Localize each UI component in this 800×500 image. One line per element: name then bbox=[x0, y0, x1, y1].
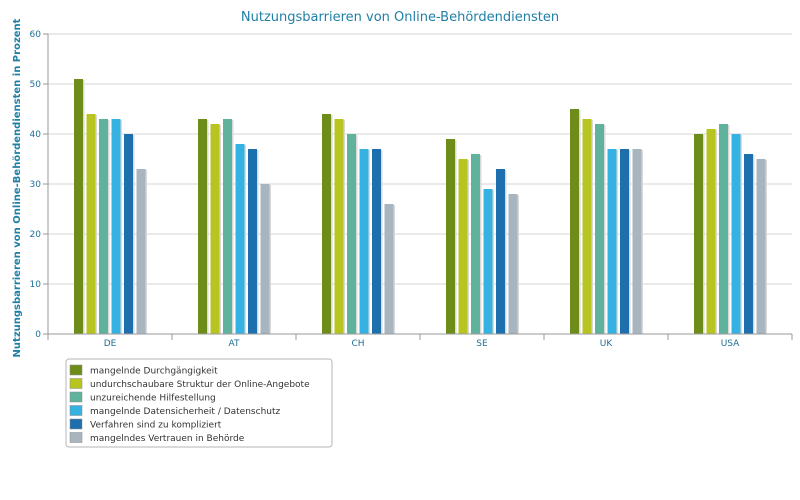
bar bbox=[198, 119, 207, 334]
bar bbox=[111, 119, 121, 334]
bar bbox=[508, 194, 518, 334]
bar bbox=[483, 189, 493, 334]
y-tick-label: 40 bbox=[30, 130, 42, 140]
bar bbox=[136, 169, 146, 334]
legend-items: mangelnde Durchgängigkeit undurchschaubar… bbox=[69, 364, 310, 444]
bar bbox=[458, 159, 468, 334]
bar bbox=[471, 154, 480, 334]
bar bbox=[582, 119, 592, 334]
bar bbox=[446, 139, 455, 334]
y-tick-label: 60 bbox=[30, 30, 42, 40]
bar bbox=[86, 114, 96, 334]
legend-box bbox=[65, 358, 333, 448]
legend-label: unzureichende Hilfestellung bbox=[90, 394, 216, 404]
y-tick-label: 20 bbox=[30, 230, 42, 240]
bar bbox=[607, 149, 617, 334]
x-tick-label: AT bbox=[229, 339, 240, 349]
y-tick-label: 0 bbox=[35, 330, 41, 340]
bar bbox=[496, 169, 505, 334]
legend-label: mangelnde Datensicherheit / Datenschutz bbox=[90, 407, 281, 417]
bar bbox=[359, 149, 369, 334]
y-tick-label: 10 bbox=[30, 280, 42, 290]
bars bbox=[74, 79, 767, 334]
legend-label: mangelnde Durchgängigkeit bbox=[90, 367, 218, 377]
x-tick-label: UK bbox=[600, 339, 614, 349]
legend-label: undurchschaubare Struktur der Online-Ang… bbox=[90, 380, 310, 390]
bar bbox=[744, 154, 753, 334]
bar bbox=[620, 149, 629, 334]
y-tick-label: 30 bbox=[30, 180, 42, 190]
legend-swatch bbox=[69, 405, 83, 416]
chart-title: Nutzungsbarrieren von Online-Behördendie… bbox=[241, 10, 559, 25]
bar bbox=[74, 79, 83, 334]
bar bbox=[719, 124, 728, 334]
bar bbox=[384, 204, 394, 334]
legend-swatch bbox=[69, 378, 83, 389]
bar bbox=[347, 134, 356, 334]
x-tick-label: DE bbox=[104, 339, 117, 349]
bar bbox=[731, 134, 741, 334]
x-tick-label: SE bbox=[476, 339, 488, 349]
bar bbox=[632, 149, 642, 334]
legend-swatch bbox=[69, 364, 83, 376]
y-axis-title: Nutzungsbarrieren von Online-Behördendie… bbox=[12, 18, 23, 357]
y-tick-labels: 0 10 20 30 40 50 60 bbox=[30, 30, 48, 340]
bar bbox=[570, 109, 579, 334]
grid-lines bbox=[48, 33, 792, 285]
bar bbox=[706, 129, 716, 334]
bar bbox=[124, 134, 133, 334]
bar bbox=[334, 119, 344, 334]
bar bbox=[235, 144, 245, 334]
legend-swatch bbox=[69, 391, 83, 403]
bar bbox=[372, 149, 381, 334]
plot-area: 0 10 20 30 40 50 60 DE AT CH SE UK USA bbox=[30, 30, 793, 349]
legend-swatch bbox=[69, 418, 83, 430]
legend: mangelnde Durchgängigkeit undurchschaubar… bbox=[65, 358, 333, 448]
x-tick-label: CH bbox=[351, 339, 364, 349]
bar bbox=[694, 134, 703, 334]
x-tick-labels: DE AT CH SE UK USA bbox=[47, 334, 793, 349]
bar bbox=[595, 124, 604, 334]
legend-swatch bbox=[69, 432, 83, 443]
bar bbox=[756, 159, 766, 334]
bar bbox=[248, 149, 257, 334]
bar bbox=[223, 119, 232, 334]
legend-label: mangelndes Vertrauen in Behörde bbox=[90, 434, 245, 444]
bar bbox=[322, 114, 331, 334]
x-tick-label: USA bbox=[721, 339, 740, 349]
bar bbox=[210, 124, 220, 334]
y-tick-label: 50 bbox=[30, 80, 42, 90]
bar bbox=[260, 184, 270, 334]
bar bbox=[99, 119, 108, 334]
legend-label: Verfahren sind zu kompliziert bbox=[90, 421, 222, 431]
